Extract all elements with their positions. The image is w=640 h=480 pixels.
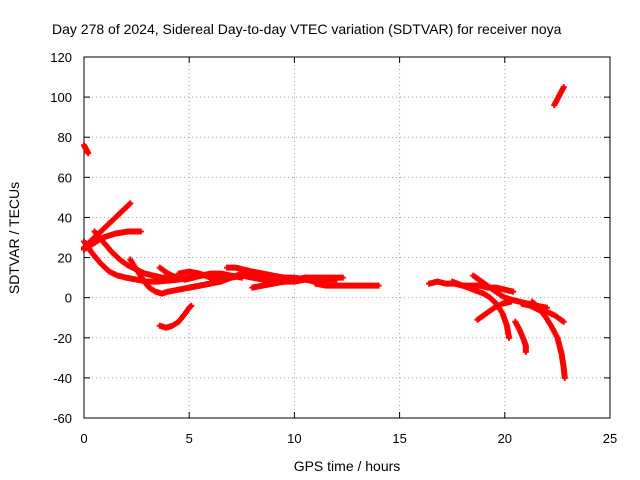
plot-frame: [83, 56, 611, 419]
data-point: [561, 374, 568, 381]
y-tick-label: -60: [53, 411, 72, 426]
y-tick-label: 60: [58, 170, 72, 185]
data-point: [508, 298, 515, 305]
data-point: [522, 348, 529, 355]
x-tick-label: 10: [287, 431, 301, 446]
chart-title: Day 278 of 2024, Sidereal Day-to-day VTE…: [52, 21, 562, 37]
data-point: [188, 302, 195, 309]
data-point: [506, 334, 513, 341]
data-point: [85, 150, 92, 157]
y-tick-label: -40: [53, 371, 72, 386]
data-points: [81, 84, 568, 381]
series-arc-late-7: [529, 298, 568, 381]
series-arc-late-4: [474, 298, 515, 323]
series-arc-high-late: [551, 84, 567, 109]
data-point: [510, 288, 517, 295]
y-tick-label: 120: [50, 50, 72, 65]
data-point: [137, 228, 144, 235]
grid: [84, 57, 610, 418]
x-tick-label: 0: [80, 431, 87, 446]
data-point: [375, 282, 382, 289]
series-arc-late-2: [449, 278, 513, 341]
series-arc-tail-1: [312, 280, 382, 289]
data-point: [560, 318, 567, 325]
data-point: [560, 84, 567, 91]
data-point: [339, 274, 346, 281]
series-arc-early-high: [81, 142, 92, 157]
axis-ticks: 0 5 10 15 20 25 -60 -40 -20 0 20 40 60 80 100 120: [50, 50, 617, 446]
data-point: [127, 200, 134, 207]
x-tick-label: 25: [603, 431, 617, 446]
y-tick-label: 100: [50, 90, 72, 105]
series-arc-dip-2: [156, 302, 195, 331]
x-axis-label: GPS time / hours: [294, 458, 401, 474]
y-tick-label: -20: [53, 331, 72, 346]
y-tick-label: 20: [58, 251, 72, 266]
x-tick-label: 5: [186, 431, 193, 446]
y-tick-label: 40: [58, 210, 72, 225]
x-tick-label: 20: [498, 431, 512, 446]
y-axis-label: SDTVAR / TECUs: [6, 182, 22, 294]
y-tick-label: 80: [58, 130, 72, 145]
x-tick-label: 15: [392, 431, 406, 446]
series-arc-late-5: [512, 318, 529, 355]
y-tick-label: 0: [65, 291, 72, 306]
